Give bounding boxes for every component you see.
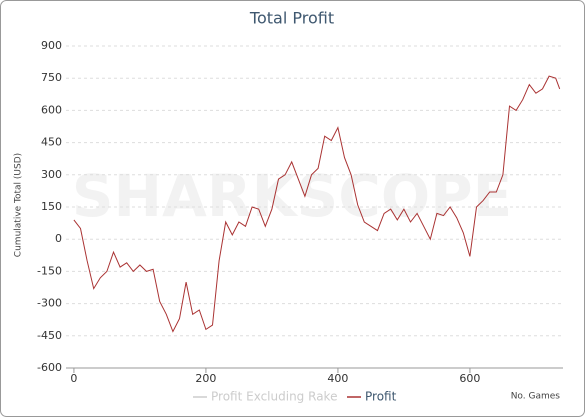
y-tick-label: 900	[41, 39, 62, 52]
x-tick-label: 0	[70, 372, 77, 385]
legend-label[interactable]: Profit Excluding Rake	[211, 390, 337, 404]
y-tick-label: 300	[41, 168, 62, 181]
chart-title: Total Profit	[249, 9, 334, 28]
y-tick-label: -450	[37, 329, 62, 342]
y-tick-label: -300	[37, 297, 62, 310]
x-tick-label: 600	[459, 372, 480, 385]
watermark: SHARKSCOPE	[72, 162, 513, 230]
data-line	[73, 75, 561, 333]
y-axis-label: Cumulative Total (USD)	[14, 153, 24, 257]
x-tick-label: 400	[327, 372, 348, 385]
x-tick-label: 200	[195, 372, 216, 385]
y-tick-label: 450	[41, 136, 62, 149]
y-tick-label: -150	[37, 264, 62, 277]
y-tick-label: 0	[55, 232, 62, 245]
y-tick-label: 600	[41, 103, 62, 116]
y-tick-label: 750	[41, 71, 62, 84]
y-tick-label: 150	[41, 200, 62, 213]
legend-label[interactable]: Profit	[365, 390, 397, 404]
x-axis-label: No. Games	[511, 392, 561, 402]
y-tick-label: -600	[37, 361, 62, 374]
